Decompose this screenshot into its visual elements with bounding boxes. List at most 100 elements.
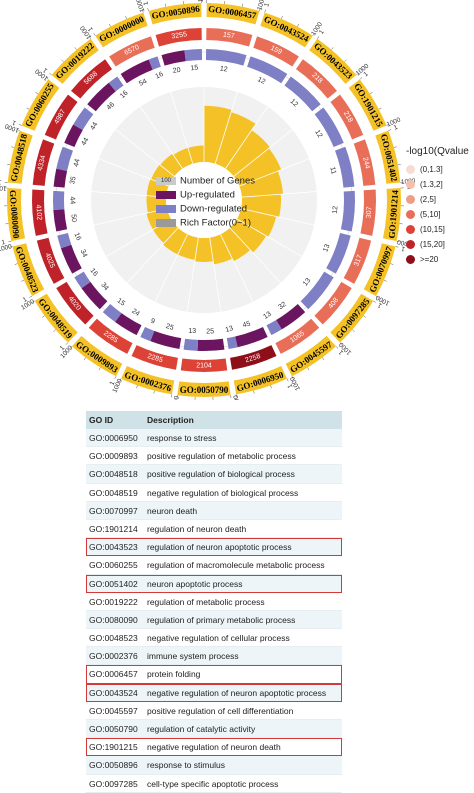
tick-mark [109,24,110,27]
go-id-cell: GO:0048518 [86,465,145,482]
tick-mark [242,4,243,7]
up-regulated-bar [61,245,82,274]
down-count-label: 12 [289,98,300,109]
tick-mark [99,368,101,371]
down-regulated-bar [53,191,64,210]
down-count-label: 13 [302,277,312,288]
up-regulated-bar [53,209,67,231]
up-count-label: 20 [172,67,181,75]
tick-mark [8,241,11,242]
description-cell: negative regulation of biological proces… [145,484,342,501]
go-id-cell: GO:0043523 [86,538,145,555]
down-count-label: 12 [332,206,340,214]
tick-mark [265,10,266,13]
up-regulated-bar [54,169,67,188]
qvalue-swatch [406,195,415,204]
tick-mark [388,130,391,131]
qvalue-legend-item: (5,10] [406,207,474,222]
tick-mark [344,60,346,62]
qvalue-legend-title: -log10(Qvalue [406,146,474,157]
tick-mark [331,47,333,49]
tick-label: 1 [11,118,17,126]
tick-mark [360,77,362,79]
description-cell: protein folding [145,665,342,682]
description-cell: regulation of catalytic activity [145,720,342,737]
tick-label: 1000 [289,375,302,391]
up-regulated-bar [235,327,267,347]
tick-mark [363,316,365,318]
go-id-cell: GO:1901215 [86,738,145,755]
description-cell: negative regulation of neuron death [145,738,342,755]
qvalue-swatch [406,255,415,264]
tick-mark [84,358,86,360]
description-cell: negative regulation of cellular process [145,629,342,646]
description-cell: regulation of macromolecule metabolic pr… [145,556,342,573]
tick-mark [308,368,310,371]
qvalue-legend-item: (2,5] [406,192,474,207]
center-legend-label: Rich Factor(0~1) [180,218,251,229]
qvalue-label: (1.3,2] [420,180,443,189]
tick-mark [398,164,401,165]
tick-label: 1 [362,70,369,78]
tick-mark [373,301,376,303]
gene-count-label: 4102 [34,204,42,220]
go-id-cell: GO:0006457 [86,665,145,682]
down-count-label: 44 [73,158,82,167]
tick-mark [35,92,38,94]
go-id-cell: GO:0060255 [86,556,145,573]
tick-mark [253,391,254,394]
go-id-label: GO:0051402 [379,133,400,183]
down-count-label: 16 [154,71,164,81]
qvalue-label: (0,1.3] [420,165,443,174]
description-cell: regulation of neuron apoptotic process [145,538,342,555]
tick-mark [281,16,282,19]
tick-mark [352,330,354,332]
go-id-cell: GO:0050790 [86,720,145,737]
description-cell: positive regulation of metabolic process [145,447,342,464]
qvalue-label: (15,20] [420,240,445,249]
description-cell: positive regulation of biological proces… [145,465,342,482]
tick-mark [287,379,288,382]
tick-mark [53,330,55,332]
description-cell: cell-type specific apoptotic process [145,775,342,792]
tick-mark [11,147,14,148]
up-regulated-bar [198,339,225,351]
qvalue-legend-item: (15,20] [406,237,474,252]
description-cell: immune system process [145,647,342,664]
go-id-cell: GO:1901214 [86,520,145,537]
up-count-label: 25 [206,328,214,335]
gene-count-label: 307 [366,206,374,218]
center-legend-swatch [156,219,176,227]
qvalue-legend-item: >=20 [406,252,474,267]
up-regulated-bar [150,331,181,349]
go-id-cell: GO:0019222 [86,593,145,610]
go-id-cell: GO:0070997 [86,502,145,519]
go-id-cell: GO:0097285 [86,775,145,792]
qvalue-legend-item: (0,1.3] [406,162,474,177]
tick-label: 1 [142,0,150,6]
down-regulated-bar [206,49,247,66]
down-regulated-bar [326,233,351,274]
go-table-header: GO ID Description [86,411,342,429]
tick-mark [29,296,32,297]
up-count-label: 34 [79,249,88,259]
up-regulated-bar [162,50,186,65]
tick-label: 1000 [233,394,242,400]
tick-mark [19,124,22,125]
center-legend-swatch [156,191,176,199]
